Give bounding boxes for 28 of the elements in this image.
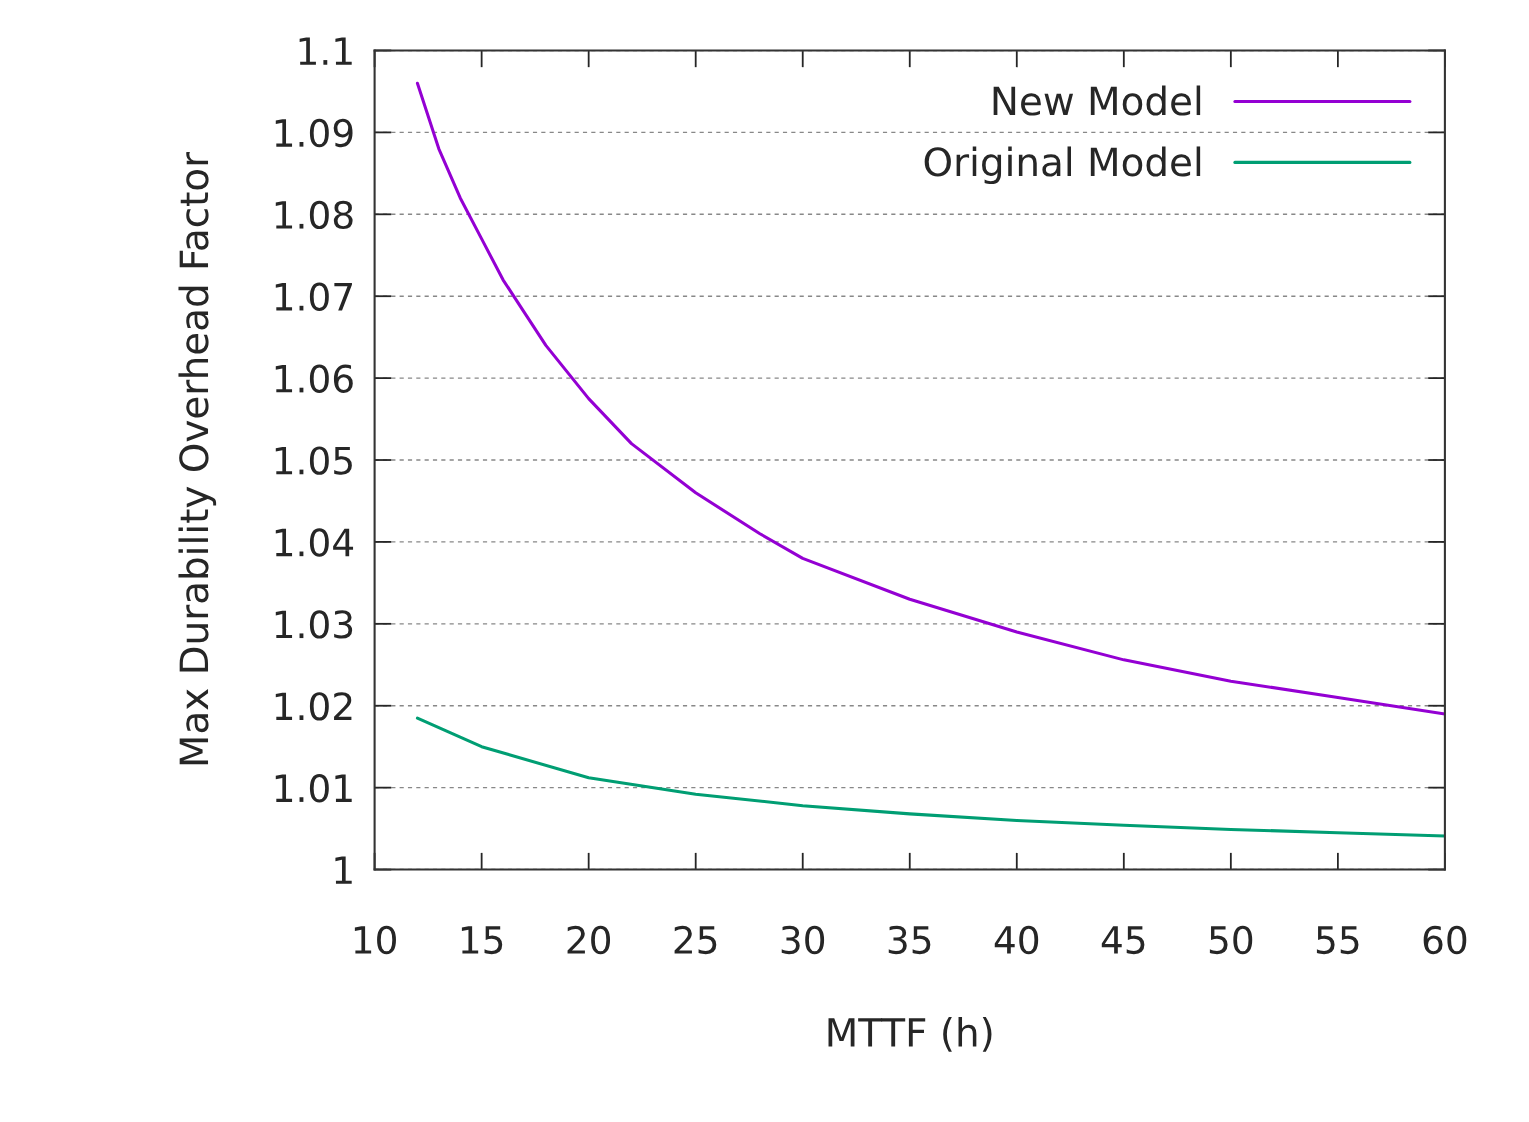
x-tick-label: 35 <box>888 925 931 955</box>
x-tick-label: 30 <box>781 925 825 955</box>
x-tick-label: 25 <box>674 925 717 955</box>
x-tick-label: 20 <box>567 925 611 955</box>
x-tick-label: 15 <box>461 926 503 955</box>
y-tick-label: 1.02 <box>275 692 352 721</box>
y-tick-label: 1.08 <box>275 200 353 230</box>
y-tick-label: 1.09 <box>275 118 353 148</box>
y-tick-label: 1.1 <box>299 37 352 65</box>
line-series <box>415 716 1445 838</box>
y-tick-label: 1 <box>335 856 352 884</box>
x-axis-title: MTTF (h) <box>828 1016 992 1052</box>
y-tick-label: 1.04 <box>275 528 354 557</box>
x-tick-label: 45 <box>1101 926 1145 955</box>
x-tick-label: 60 <box>1423 925 1467 955</box>
y-tick-label: 1.07 <box>275 282 352 311</box>
x-tick-label: 50 <box>1209 925 1253 955</box>
y-axis-title: Max Durability Overhead Factor <box>178 151 217 765</box>
y-tick-label: 1.01 <box>275 774 352 803</box>
y-tick-label: 1.05 <box>275 446 352 475</box>
x-tick-label: 10 <box>354 925 396 955</box>
x-tick-label: 55 <box>1316 926 1359 955</box>
x-tick-label: 40 <box>994 925 1039 955</box>
legend-label: New Model <box>993 85 1201 116</box>
y-tick-label: 1.06 <box>275 364 353 393</box>
legend-label: Original Model <box>924 146 1201 185</box>
y-tick-label: 1.03 <box>275 610 353 639</box>
line-series <box>415 81 1445 716</box>
